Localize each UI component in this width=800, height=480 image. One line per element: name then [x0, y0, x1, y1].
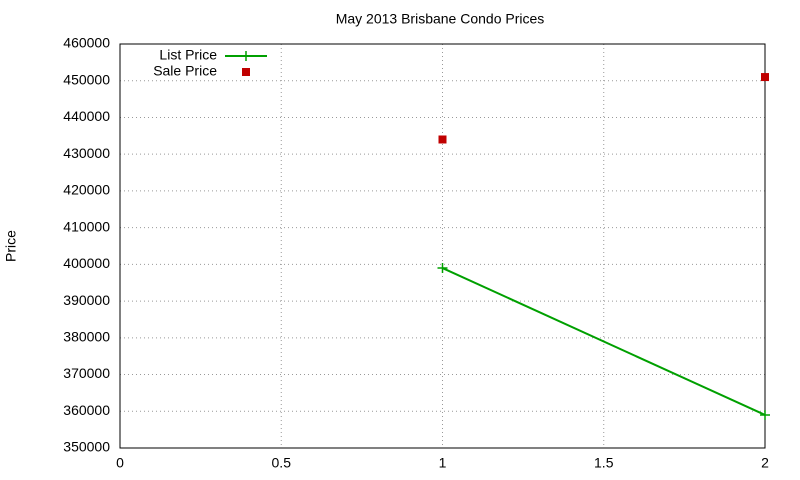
y-tick-label: 440000	[63, 108, 110, 124]
legend-label: Sale Price	[153, 63, 217, 79]
y-tick-label: 410000	[63, 218, 110, 234]
legend-label: List Price	[159, 47, 217, 63]
x-tick-label: 1.5	[594, 455, 614, 471]
y-tick-label: 370000	[63, 365, 110, 381]
series-line	[442, 267, 766, 416]
y-tick-label: 450000	[63, 71, 110, 87]
x-tick-label: 1	[439, 455, 447, 471]
chart-title: May 2013 Brisbane Condo Prices	[336, 11, 545, 27]
x-tick-label: 0.5	[272, 455, 292, 471]
legend-marker	[242, 68, 250, 76]
y-tick-label: 460000	[63, 35, 110, 51]
plot-frame	[119, 43, 766, 449]
y-tick-label: 430000	[63, 145, 110, 161]
data-point	[761, 73, 769, 82]
y-tick-label: 380000	[63, 329, 110, 345]
y-tick-label: 360000	[63, 402, 110, 418]
y-tick-label: 390000	[63, 292, 110, 308]
y-tick-label: 420000	[63, 182, 110, 198]
y-tick-label: 350000	[63, 439, 110, 455]
legend-marker	[241, 51, 251, 61]
data-point	[760, 409, 770, 420]
x-tick-label: 2	[761, 455, 769, 471]
data-point	[437, 263, 448, 274]
x-tick-label: 0	[116, 455, 124, 471]
y-axis-label: Price	[3, 230, 19, 262]
data-point	[438, 135, 447, 144]
y-tick-label: 400000	[63, 255, 110, 271]
